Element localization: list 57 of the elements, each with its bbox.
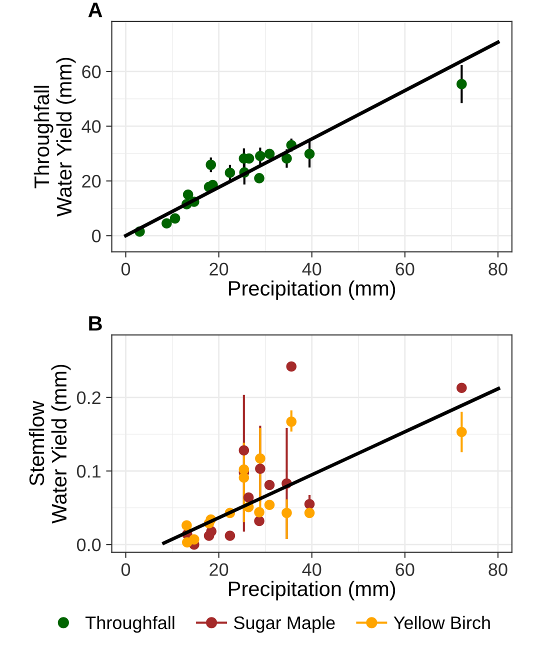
y-tick-label: 0.2 xyxy=(76,391,100,404)
x-tick-label: 0 xyxy=(121,262,130,276)
point xyxy=(304,498,315,510)
point xyxy=(456,382,467,394)
point xyxy=(254,173,264,184)
point xyxy=(286,361,297,372)
y-tick-label: 40 xyxy=(82,120,101,133)
x-tick-label: 80 xyxy=(488,563,508,576)
point xyxy=(282,153,292,164)
point xyxy=(224,168,236,178)
chart-title: B xyxy=(89,316,102,331)
chart-title: A xyxy=(88,2,102,18)
x-axis-title: Precipitation (mm) xyxy=(229,580,396,600)
point xyxy=(264,500,275,510)
point xyxy=(238,472,250,483)
point xyxy=(282,508,292,518)
x-tick-label: 40 xyxy=(302,262,322,276)
y-tick-label: 0.1 xyxy=(76,464,100,478)
point xyxy=(255,464,266,474)
x-tick-label: 60 xyxy=(396,563,414,576)
point xyxy=(206,526,216,536)
point xyxy=(182,189,194,200)
y-axis-title: Throughfall Water Yield (mm) xyxy=(34,58,76,217)
point xyxy=(254,507,264,518)
x-tick-label: 20 xyxy=(210,262,228,276)
x-tick-label: 0 xyxy=(121,563,130,576)
point xyxy=(264,148,275,160)
legend-label: Yellow Birch xyxy=(394,616,490,630)
point xyxy=(264,480,275,490)
point xyxy=(170,213,180,224)
point xyxy=(224,530,236,541)
point xyxy=(255,150,266,162)
x-tick-label: 20 xyxy=(210,563,228,576)
x-tick-label: 40 xyxy=(302,563,322,576)
x-tick-label: 80 xyxy=(488,262,508,276)
x-tick-label: 60 xyxy=(396,262,414,276)
point xyxy=(286,416,297,427)
point xyxy=(456,426,467,438)
x-axis-title: Precipitation (mm) xyxy=(229,280,396,300)
y-tick-label: 0.0 xyxy=(76,538,101,552)
y-tick-label: 20 xyxy=(82,174,101,188)
point xyxy=(254,516,264,526)
legend-label: Sugar Maple xyxy=(234,616,335,633)
point xyxy=(238,445,250,456)
point xyxy=(304,148,315,160)
point xyxy=(182,520,192,531)
y-tick-label: 60 xyxy=(82,65,101,78)
point xyxy=(243,492,254,503)
point xyxy=(206,160,216,170)
point xyxy=(304,508,315,518)
legend-label: Throughfall xyxy=(85,616,174,633)
point xyxy=(188,534,200,545)
y-axis-title: Stemflow Water Yield (mm) xyxy=(28,364,71,524)
point xyxy=(255,453,266,464)
point xyxy=(162,218,172,229)
point xyxy=(456,78,467,90)
y-tick-label: 0 xyxy=(92,230,101,242)
